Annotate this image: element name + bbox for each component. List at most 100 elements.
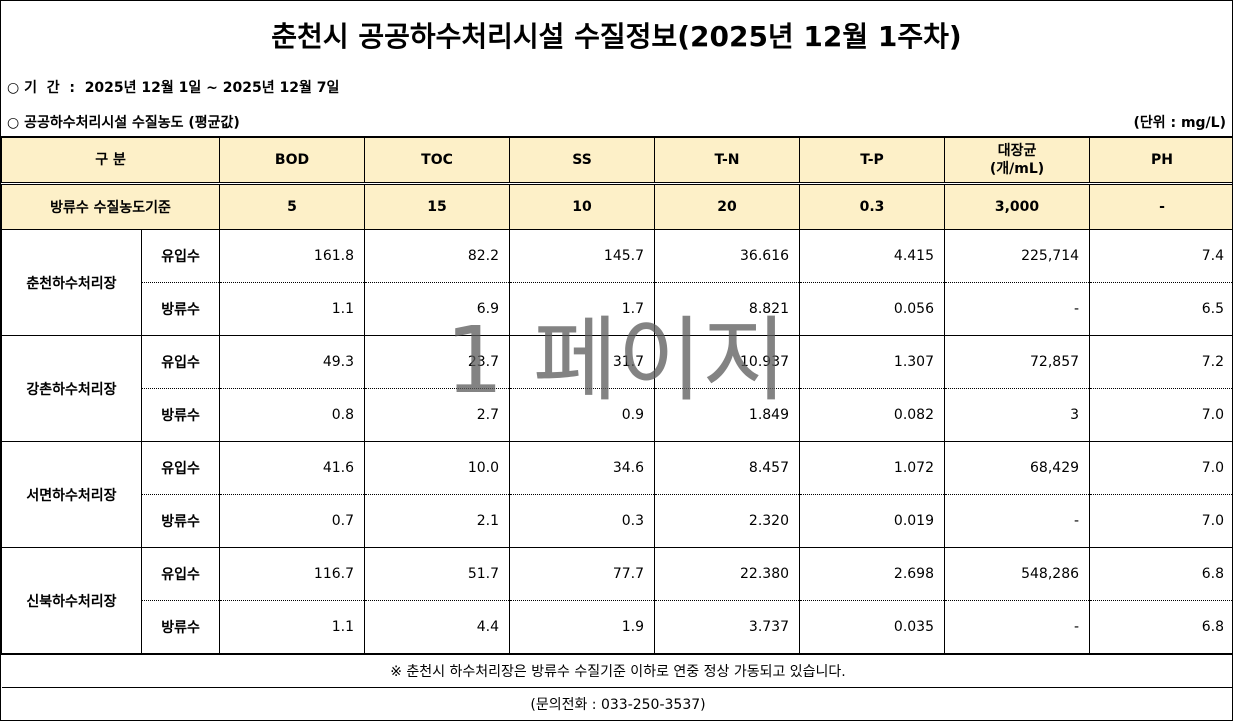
value-cell: 0.7 bbox=[219, 494, 366, 548]
value-cell: 72,857 bbox=[944, 335, 1091, 389]
value-cell: - bbox=[944, 494, 1091, 548]
value-cell: 7.0 bbox=[1089, 494, 1232, 548]
value-cell: 4.415 bbox=[799, 229, 946, 283]
value-cell: 6.8 bbox=[1089, 547, 1232, 601]
note-row: ※ 춘천시 하수처리장은 방류수 수질기준 이하로 연중 정상 가동되고 있습니… bbox=[1, 653, 1232, 688]
value-cell: 116.7 bbox=[219, 547, 366, 601]
data-row: 방류수 0.7 2.1 0.3 2.320 0.019-7.0 bbox=[2, 494, 1232, 548]
value-cell: 2.1 bbox=[364, 494, 511, 548]
value-cell: 0.9 bbox=[509, 388, 656, 442]
standard-value: 10 bbox=[509, 183, 656, 230]
value-cell: 1.849 bbox=[654, 388, 801, 442]
contact: (문의전화 : 033-250-3537) bbox=[1, 687, 1232, 720]
value-cell: 0.082 bbox=[799, 388, 946, 442]
data-row: 방류수 0.8 2.7 0.9 1.849 0.082 3 7.0 bbox=[2, 388, 1232, 442]
water-type: 방류수 bbox=[140, 282, 221, 336]
header-row: 구 분 BOD TOC SS T-N T-P 대장균 (개/mL) PH bbox=[1, 136, 1232, 185]
value-cell: 34.6 bbox=[509, 441, 656, 495]
column-header: PH bbox=[1089, 136, 1232, 185]
value-cell: 0.019 bbox=[799, 494, 946, 548]
water-quality-table: 구 분 BOD TOC SS T-N T-P 대장균 (개/mL) PH 방류수 수질농도기준 5… bbox=[1, 136, 1232, 720]
column-header: T-P bbox=[799, 136, 946, 185]
unit: (단위 : mg/L) bbox=[1133, 115, 1226, 131]
value-cell: 225,714 bbox=[944, 229, 1091, 283]
value-cell: 0.8 bbox=[219, 388, 366, 442]
value-cell: 77.7 bbox=[509, 547, 656, 601]
data-row: 서면하수처리장 유입수 41.6 10.0 34.6 8.457 1.072 68,429 7.… bbox=[1, 441, 1232, 548]
value-cell: 0.3 bbox=[509, 494, 656, 548]
column-header: 구 분 bbox=[1, 136, 221, 185]
standard-value: 0.3 bbox=[799, 183, 946, 230]
water-type: 방류수 bbox=[140, 494, 221, 548]
data-row: 춘천하수처리장 유입수 161.8 82.2 145.7 36.616 4.415 225,7… bbox=[1, 229, 1232, 336]
water-type: 유입수 bbox=[140, 229, 221, 283]
value-cell: 8.457 bbox=[654, 441, 801, 495]
value-cell: 68,429 bbox=[944, 441, 1091, 495]
value-cell: 10.0 bbox=[364, 441, 511, 495]
water-type: 유입수 bbox=[140, 335, 221, 389]
standard-label: 방류수 수질농도기준 bbox=[1, 183, 221, 230]
value-cell: 10.937 bbox=[654, 335, 801, 389]
data-row: 방류수 1.1 6.9 1.7 8.821 0.056-6.5 bbox=[2, 282, 1232, 336]
contact-row: (문의전화 : 033-250-3537) bbox=[1, 687, 1232, 720]
plant-name: 신북하수처리장 bbox=[1, 547, 142, 655]
value-cell: 4.4 bbox=[364, 600, 511, 655]
value-cell: 1.9 bbox=[509, 600, 656, 655]
value-cell: 1.1 bbox=[219, 282, 366, 336]
standard-value: 5 bbox=[219, 183, 366, 230]
value-cell: 145.7 bbox=[509, 229, 656, 283]
column-header: SS bbox=[509, 136, 656, 185]
data-row: 방류수 1.1 4.4 1.9 3.737 0.035-6.8 bbox=[2, 600, 1232, 655]
value-cell: 3 bbox=[944, 388, 1091, 442]
value-cell: 0.056 bbox=[799, 282, 946, 336]
water-type: 유입수 bbox=[140, 547, 221, 601]
standard-row: 방류수 수질농도기준 5 15 10 20 0.3 3,000- bbox=[1, 183, 1232, 230]
value-cell: 23.7 bbox=[364, 335, 511, 389]
plant-name: 강촌하수처리장 bbox=[1, 335, 142, 442]
column-header: BOD bbox=[219, 136, 366, 185]
column-header: TOC bbox=[364, 136, 511, 185]
value-cell: - bbox=[944, 282, 1091, 336]
column-header: 대장균 (개/mL) bbox=[944, 136, 1091, 185]
value-cell: 6.9 bbox=[364, 282, 511, 336]
value-cell: 41.6 bbox=[219, 441, 366, 495]
water-type: 방류수 bbox=[140, 600, 221, 655]
standard-value: 15 bbox=[364, 183, 511, 230]
plant-name: 서면하수처리장 bbox=[1, 441, 142, 548]
value-cell: 1.072 bbox=[799, 441, 946, 495]
value-cell: 82.2 bbox=[364, 229, 511, 283]
value-cell: 3.737 bbox=[654, 600, 801, 655]
value-cell: 31.7 bbox=[509, 335, 656, 389]
value-cell: 7.4 bbox=[1089, 229, 1232, 283]
standard-value: - bbox=[1089, 183, 1232, 230]
value-cell: - bbox=[944, 600, 1091, 655]
standard-value: 20 bbox=[654, 183, 801, 230]
value-cell: 1.307 bbox=[799, 335, 946, 389]
period: ○ 기 간 : 2025년 12월 1일 ~ 2025년 12월 7일 bbox=[7, 80, 340, 96]
value-cell: 2.7 bbox=[364, 388, 511, 442]
value-cell: 1.7 bbox=[509, 282, 656, 336]
value-cell: 2.698 bbox=[799, 547, 946, 601]
value-cell: 7.0 bbox=[1089, 388, 1232, 442]
value-cell: 7.2 bbox=[1089, 335, 1232, 389]
data-row: 강촌하수처리장 유입수 49.3 23.7 31.7 10.937 1.307 72,857 7… bbox=[1, 335, 1232, 442]
data-row: 신북하수처리장 유입수 116.7 51.7 77.7 22.380 2.698 548,28… bbox=[1, 547, 1232, 655]
standard-value: 3,000 bbox=[944, 183, 1091, 230]
subtitle: ○ 공공하수처리시설 수질농도 (평균값) bbox=[7, 115, 240, 131]
water-type: 방류수 bbox=[140, 388, 221, 442]
column-header: T-N bbox=[654, 136, 801, 185]
value-cell: 6.8 bbox=[1089, 600, 1232, 655]
water-type: 유입수 bbox=[140, 441, 221, 495]
value-cell: 2.320 bbox=[654, 494, 801, 548]
value-cell: 51.7 bbox=[364, 547, 511, 601]
value-cell: 22.380 bbox=[654, 547, 801, 601]
value-cell: 49.3 bbox=[219, 335, 366, 389]
plant-name: 춘천하수처리장 bbox=[1, 229, 142, 336]
value-cell: 7.0 bbox=[1089, 441, 1232, 495]
title: 춘천시 공공하수처리시설 수질정보(2025년 12월 1주차) bbox=[271, 20, 962, 53]
value-cell: 0.035 bbox=[799, 600, 946, 655]
value-cell: 8.821 bbox=[654, 282, 801, 336]
value-cell: 6.5 bbox=[1089, 282, 1232, 336]
footnote: ※ 춘천시 하수처리장은 방류수 수질기준 이하로 연중 정상 가동되고 있습니… bbox=[1, 653, 1232, 688]
